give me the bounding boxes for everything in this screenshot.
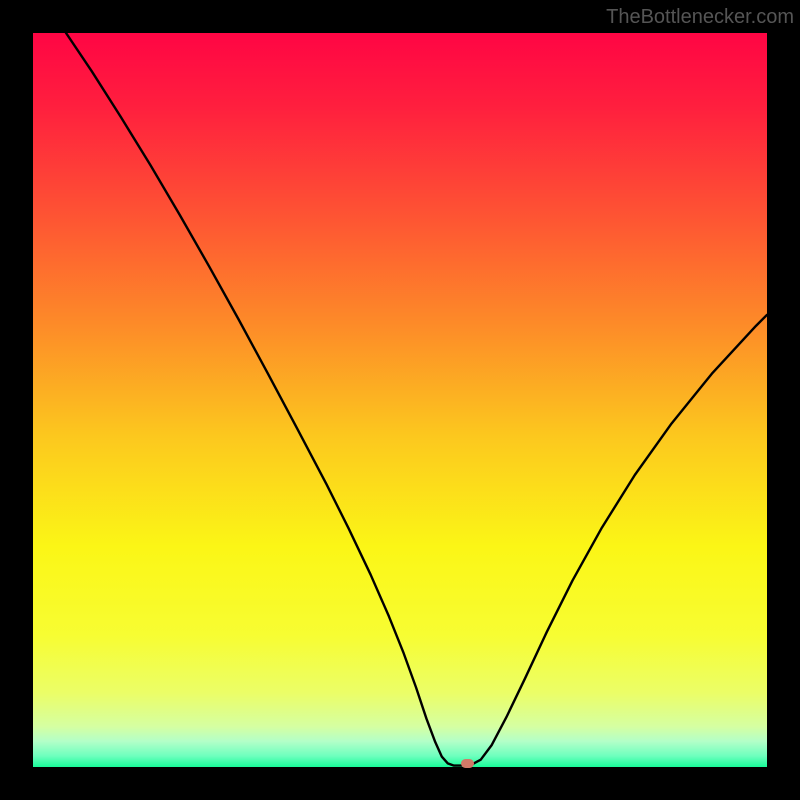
optimum-marker: [461, 759, 474, 769]
bottleneck-curve: [33, 33, 767, 767]
chart-frame: TheBottlenecker.com: [0, 0, 800, 800]
plot-area: [33, 33, 767, 767]
source-watermark: TheBottlenecker.com: [606, 6, 794, 29]
curve-path: [66, 33, 767, 766]
